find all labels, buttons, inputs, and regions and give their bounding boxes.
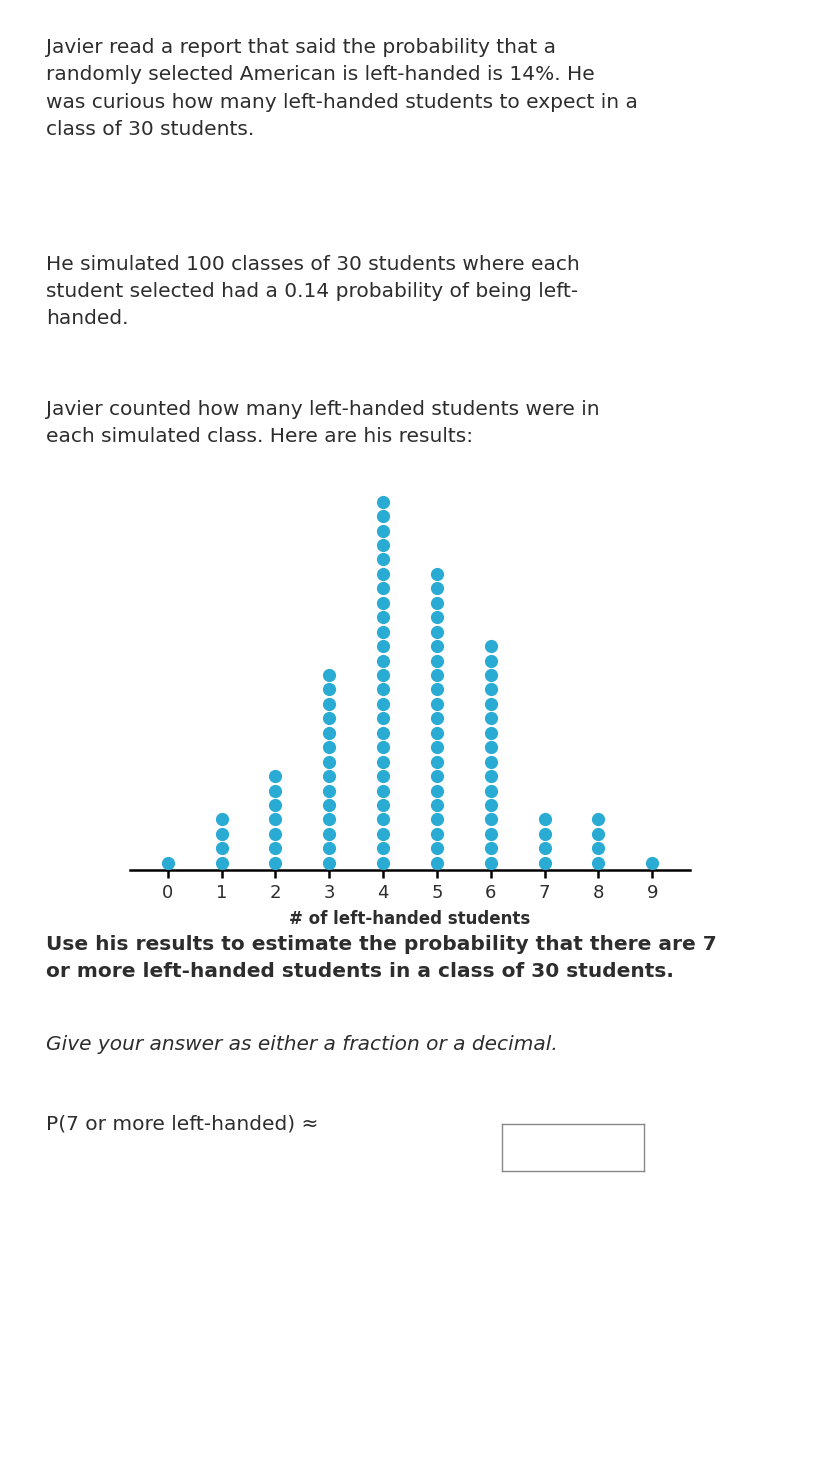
- Text: Use his results to estimate the probability that there are 7
or more left-handed: Use his results to estimate the probabil…: [46, 935, 716, 981]
- Text: Give your answer as either a fraction or a decimal.: Give your answer as either a fraction or…: [46, 1035, 557, 1054]
- Text: P(7 or more left-handed) ≈: P(7 or more left-handed) ≈: [46, 1116, 318, 1133]
- X-axis label: # of left-handed students: # of left-handed students: [289, 910, 530, 928]
- Text: He simulated 100 classes of 30 students where each
student selected had a 0.14 p: He simulated 100 classes of 30 students …: [46, 255, 579, 329]
- Text: Javier counted how many left-handed students were in
each simulated class. Here : Javier counted how many left-handed stud…: [46, 399, 599, 446]
- Text: Javier read a report that said the probability that a
randomly selected American: Javier read a report that said the proba…: [46, 38, 637, 139]
